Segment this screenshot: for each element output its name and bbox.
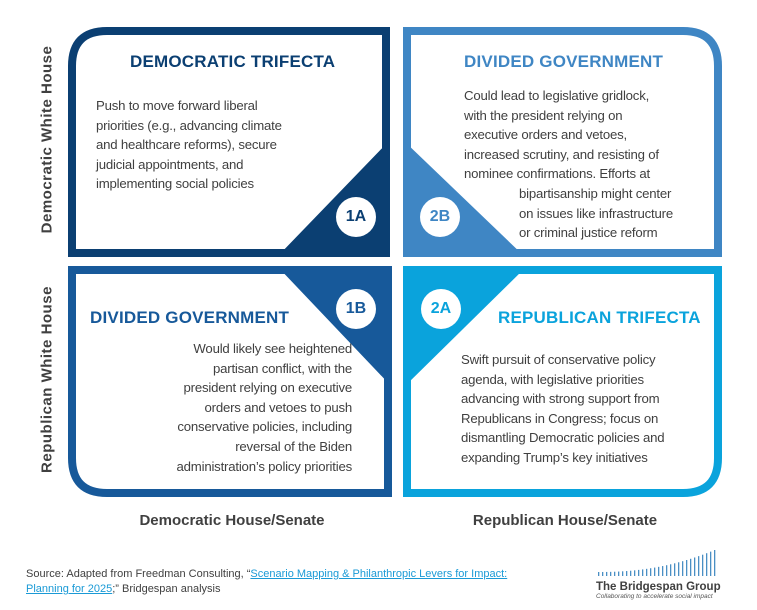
y-axis-label-bottom: Republican White House bbox=[38, 286, 56, 473]
logo-bar bbox=[638, 569, 640, 576]
text-line: Swift pursuit of conservative policy bbox=[461, 352, 656, 367]
logo-bar bbox=[602, 571, 604, 576]
text-line: judicial appointments, and bbox=[96, 156, 244, 172]
logo-bar bbox=[622, 571, 624, 576]
logo-bar bbox=[626, 571, 628, 576]
quadrant-2b-title: DIVIDED GOVERNMENT bbox=[464, 52, 664, 71]
source-prefix: Source: Adapted from Freedman Consulting… bbox=[26, 568, 251, 580]
text-line: Could lead to legislative gridlock, bbox=[464, 88, 650, 103]
logo-bar bbox=[642, 569, 644, 576]
logo-bar bbox=[630, 570, 632, 576]
bridgespan-logo: The Bridgespan Group Collaborating to ac… bbox=[596, 550, 726, 600]
logo-name: The Bridgespan Group bbox=[596, 581, 721, 593]
logo-bar bbox=[654, 567, 656, 576]
y-axis-label-top: Democratic White House bbox=[38, 45, 56, 234]
logo-bar bbox=[682, 561, 684, 576]
text-line: executive orders and vetoes, bbox=[464, 127, 628, 143]
logo-bar bbox=[706, 553, 708, 576]
x-axis-label-right: Republican House/Senate bbox=[472, 512, 658, 529]
text-line: expanding Trump’s key initiatives bbox=[461, 449, 648, 465]
text-line: with the president relying on bbox=[464, 107, 623, 123]
quadrant-1b-title: DIVIDED GOVERNMENT bbox=[90, 308, 290, 327]
logo-bar bbox=[694, 557, 696, 576]
quadrant-2a-body: Swift pursuit of conservative policy age… bbox=[461, 350, 665, 468]
quadrant-2b-frame bbox=[403, 27, 722, 257]
quadrant-1a-frame bbox=[68, 27, 390, 257]
x-axis-label-left: Democratic House/Senate bbox=[139, 512, 325, 529]
quadrant-2a-title: REPUBLICAN TRIFECTA bbox=[498, 308, 701, 327]
logo-bar bbox=[598, 572, 600, 576]
quadrant-1b-frame bbox=[68, 266, 392, 497]
text-line: implementing social policies bbox=[96, 176, 254, 192]
text-line: administration’s policy priorities bbox=[176, 458, 353, 474]
logo-bar bbox=[686, 560, 688, 576]
badge-2a: 2A bbox=[421, 289, 461, 329]
logo-bar bbox=[698, 556, 700, 576]
quadrant-1a-title: DEMOCRATIC TRIFECTA bbox=[130, 52, 336, 71]
logo-bars-icon bbox=[598, 550, 716, 576]
source-note: Source: Adapted from Freedman Consulting… bbox=[26, 567, 507, 597]
badge-1a: 1A bbox=[336, 197, 376, 237]
text-line: increased scrutiny, and resisting of bbox=[464, 146, 659, 162]
quadrant-2b-body: Could lead to legislative gridlock, with… bbox=[464, 86, 673, 243]
text-line: bipartisanship might center bbox=[519, 185, 672, 201]
logo-bar bbox=[678, 562, 680, 576]
source-link[interactable]: Scenario Mapping & Philanthropic Levers … bbox=[250, 568, 508, 580]
logo-bar bbox=[634, 570, 636, 576]
source-suffix: ;” Bridgespan analysis bbox=[112, 583, 221, 595]
logo-bar bbox=[674, 563, 676, 576]
text-line: dismantling Democratic policies and bbox=[461, 430, 665, 446]
text-line: advancing with strong support from bbox=[461, 391, 660, 407]
text-line: Would likely see heightened bbox=[193, 341, 352, 356]
text-line: president relying on executive bbox=[183, 380, 353, 396]
logo-bar bbox=[606, 571, 608, 576]
logo-bar bbox=[646, 568, 648, 576]
logo-bar bbox=[658, 566, 660, 576]
text-line: Republicans in Congress; focus on bbox=[461, 410, 659, 426]
logo-bar bbox=[650, 568, 652, 576]
badge-1b: 1B bbox=[336, 289, 376, 329]
logo-bar bbox=[614, 571, 616, 576]
text-line: agenda, with legislative priorities bbox=[461, 371, 644, 387]
logo-bar bbox=[714, 550, 716, 576]
badge-2b: 2B bbox=[420, 197, 460, 237]
text-line: nominee confirmations. Efforts at bbox=[464, 166, 650, 182]
logo-tagline: Collaborating to accelerate social impac… bbox=[596, 593, 713, 600]
logo-bar bbox=[710, 551, 712, 576]
quadrant-2a-frame bbox=[403, 266, 722, 497]
source-link-continued[interactable]: Planning for 2025 bbox=[26, 583, 113, 595]
logo-bar bbox=[702, 554, 704, 576]
text-line: orders and vetoes to push bbox=[204, 399, 353, 415]
text-line: partisan conflict, with the bbox=[213, 360, 352, 376]
text-line: and healthcare reforms), secure bbox=[96, 137, 277, 153]
text-line: reversal of the Biden bbox=[235, 438, 352, 454]
quadrant-1b-body: Would likely see heightened partisan con… bbox=[176, 339, 353, 476]
text-line: priorities (e.g., advancing climate bbox=[96, 117, 282, 133]
text-line: conservative policies, including bbox=[177, 419, 352, 435]
quadrant-1a-body: Push to move forward liberal priorities … bbox=[96, 96, 282, 194]
logo-bar bbox=[666, 565, 668, 576]
logo-bar bbox=[662, 566, 664, 576]
text-line: Push to move forward liberal bbox=[96, 98, 258, 113]
text-line: on issues like infrastructure bbox=[519, 205, 673, 221]
logo-bar bbox=[618, 571, 620, 576]
text-line: or criminal justice reform bbox=[519, 225, 658, 241]
logo-bar bbox=[670, 564, 672, 576]
logo-bar bbox=[690, 558, 692, 576]
logo-bar bbox=[610, 571, 612, 576]
